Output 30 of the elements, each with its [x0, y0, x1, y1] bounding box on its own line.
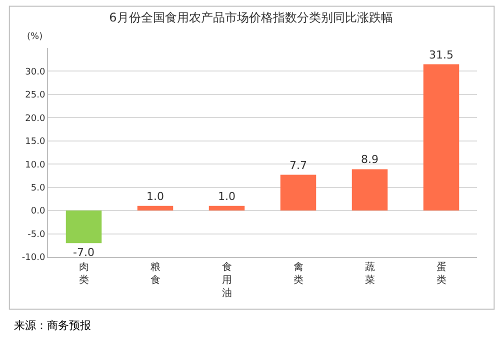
- y-tick-label: 10.0: [25, 160, 46, 170]
- x-tick-label: 粮食: [150, 261, 160, 286]
- x-tick-label: 蔬菜: [364, 261, 375, 286]
- data-label: 1.0: [218, 190, 236, 203]
- y-tick-label: 15.0: [25, 137, 46, 148]
- y-axis-title: (%): [27, 32, 43, 42]
- y-tick-label: 25.0: [25, 90, 46, 101]
- y-tick-label: 20.0: [25, 114, 46, 124]
- data-label: 8.9: [361, 153, 379, 166]
- source-note: 来源：商务预报: [14, 319, 91, 332]
- bar: [423, 64, 460, 211]
- y-tick-label: -5.0: [28, 230, 46, 240]
- x-tick-label: 肉类: [78, 262, 89, 286]
- x-tick-label: 蛋类: [436, 261, 446, 286]
- x-tick-label: 禽类: [293, 261, 304, 286]
- bar: [137, 206, 174, 211]
- bar: [66, 210, 102, 244]
- data-label: 31.5: [429, 48, 454, 62]
- chart-title: 6月份全国食用农产品市场价格指数分类别同比涨跌幅: [109, 10, 393, 24]
- bar: [208, 206, 245, 211]
- y-tick-label: 0.0: [30, 206, 46, 217]
- y-tick-label: 5.0: [30, 183, 46, 194]
- x-tick-label: 食用油: [222, 261, 232, 299]
- bar: [352, 169, 388, 211]
- data-label: -7.0: [73, 246, 94, 260]
- data-label: 1.0: [146, 190, 164, 203]
- bar: [280, 174, 316, 211]
- data-label: 7.7: [290, 158, 308, 172]
- y-tick-label: 30.0: [25, 67, 46, 78]
- y-tick-label: -10.0: [22, 253, 46, 264]
